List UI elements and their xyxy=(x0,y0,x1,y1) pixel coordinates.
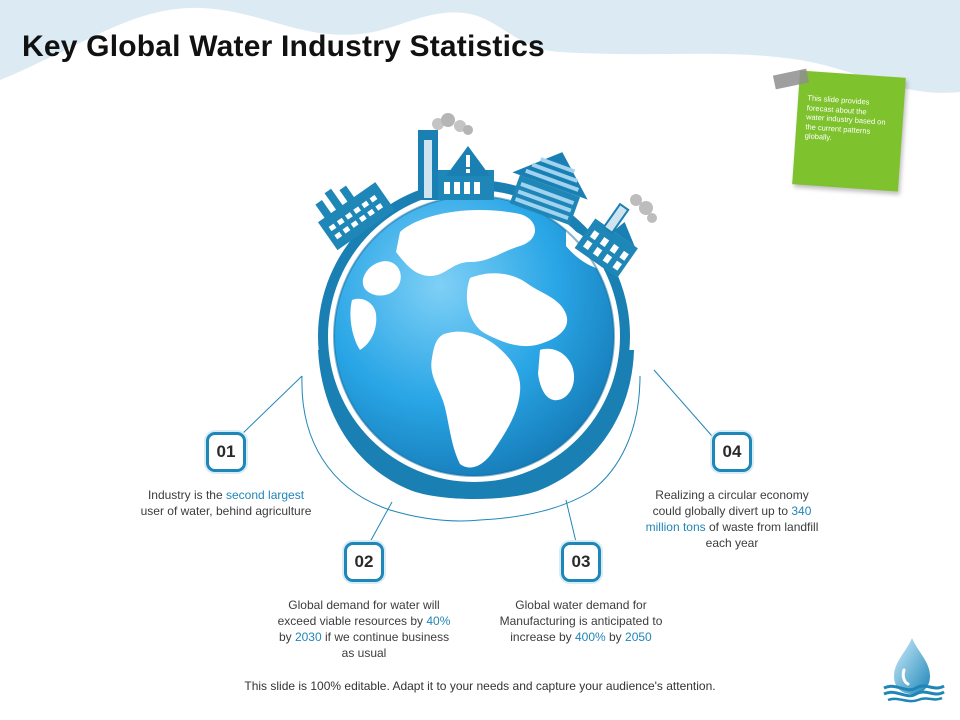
stat-03-highlight-percent: 400% xyxy=(574,630,606,644)
stat-04-pre: Realizing a circular economy could globa… xyxy=(652,488,809,518)
stat-text-03: Global water demand for Manufacturing is… xyxy=(491,597,671,645)
badge-02: 02 xyxy=(344,542,384,582)
globe-icon xyxy=(318,180,630,492)
stat-02-highlight-year: 2030 xyxy=(294,630,322,644)
slide-title: Key Global Water Industry Statistics xyxy=(22,30,545,63)
stat-01-highlight: second largest xyxy=(226,488,305,502)
stat-02-pre: Global demand for water will exceed viab… xyxy=(277,598,440,628)
water-drop-icon xyxy=(883,638,945,703)
stat-04-post: of waste from landfill each year xyxy=(705,520,819,550)
stat-02-post: if we continue business as usual xyxy=(321,630,450,660)
stat-text-01: Industry is the second largest user of w… xyxy=(136,487,316,519)
factory-icon xyxy=(315,113,657,278)
stat-01-pre: Industry is the xyxy=(147,488,226,502)
stat-text-04: Realizing a circular economy could globa… xyxy=(642,487,822,551)
badge-01: 01 xyxy=(206,432,246,472)
warning-sign-icon xyxy=(446,146,490,176)
stat-03-highlight-year: 2050 xyxy=(625,630,652,644)
stat-02-highlight-percent: 40% xyxy=(426,614,451,628)
stat-04-highlight: 340 million tons xyxy=(645,504,812,534)
footer-text: This slide is 100% editable. Adapt it to… xyxy=(244,679,716,693)
connector-lines xyxy=(239,369,713,543)
header-wave-background xyxy=(0,0,960,93)
stat-01-post: user of water, behind agriculture xyxy=(140,504,312,518)
stat-03-mid: by xyxy=(605,630,626,644)
stat-text-02: Global demand for water will exceed viab… xyxy=(274,597,454,661)
badge-04: 04 xyxy=(712,432,752,472)
badge-03: 03 xyxy=(561,542,601,582)
stat-02-mid: by xyxy=(278,630,295,644)
stat-03-pre: Global water demand for Manufacturing is… xyxy=(499,598,663,644)
